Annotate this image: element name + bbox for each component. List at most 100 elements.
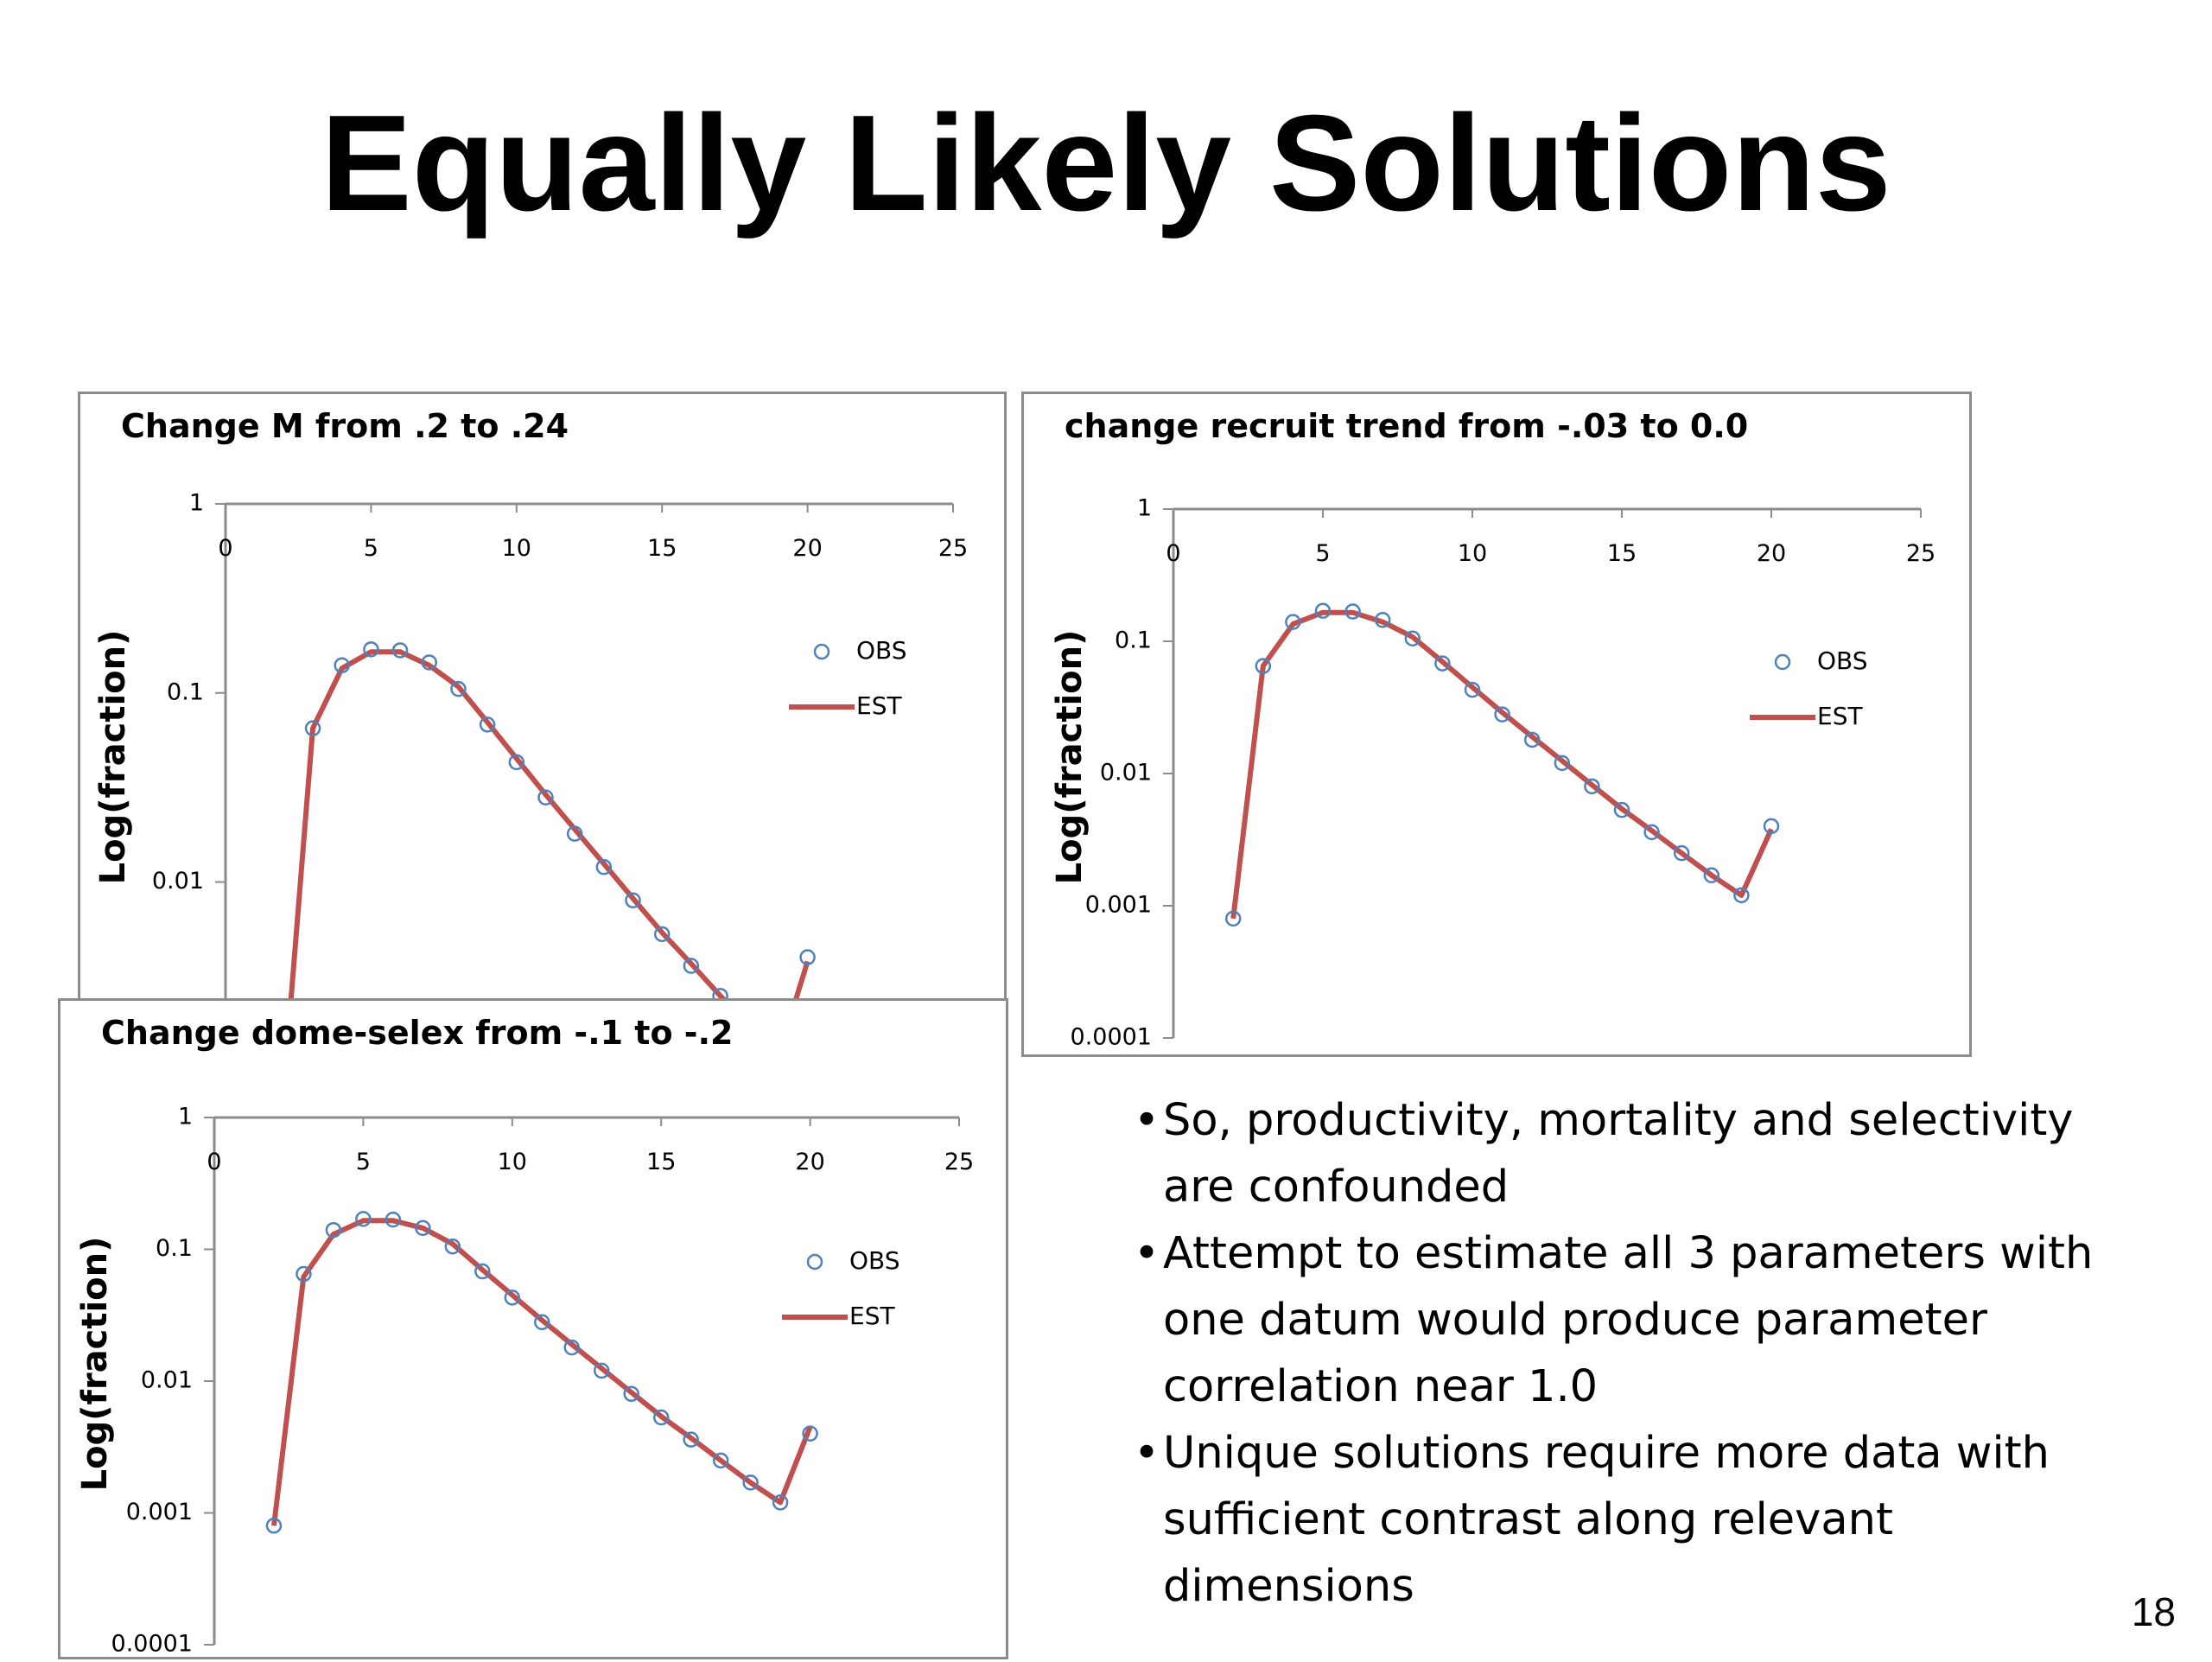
x-tick-label: 20 (795, 1149, 824, 1175)
obs-point (1285, 614, 1301, 630)
chart-svg: Change dome-selex from -.1 to -.2 Log(fra… (75, 1014, 974, 1658)
legend-est-label: EST (849, 1302, 895, 1330)
obs-point (474, 1263, 491, 1280)
chart-title: change recruit trend from -.03 to 0.0 (1065, 407, 1748, 445)
x-tick-label: 15 (647, 535, 677, 562)
y-tick-label: 0.001 (1085, 892, 1152, 919)
obs-point (566, 825, 583, 842)
obs-point (1314, 602, 1332, 619)
obs-point (1374, 612, 1391, 628)
obs-point (537, 789, 554, 806)
obs-point (355, 1211, 372, 1227)
y-axis-label: Log(fraction) (93, 630, 133, 885)
obs-point (652, 1409, 670, 1426)
x-tick-label: 10 (502, 535, 531, 562)
obs-point (1494, 706, 1510, 723)
y-tick-label: 0.0001 (1071, 1024, 1152, 1051)
obs-point (1344, 603, 1361, 620)
chart-svg: change recruit trend from -.03 to 0.0 Log… (1050, 407, 1936, 1051)
x-tick-label: 10 (1458, 540, 1487, 567)
obs-point (802, 1425, 818, 1442)
y-tick-label: 1 (178, 1104, 193, 1130)
y-axis-label: Log(fraction) (75, 1237, 115, 1492)
obs-point (534, 1314, 550, 1331)
x-tick-label: 25 (944, 1149, 974, 1175)
legend-obs-marker (806, 1253, 823, 1270)
y-tick-label: 0.01 (1100, 760, 1152, 786)
x-tick-label: 5 (356, 1149, 371, 1175)
bullet-item: Attempt to estimate all 3 parameters wit… (1134, 1220, 2127, 1420)
page-number: 18 (2131, 1589, 2176, 1634)
legend-obs-marker (1774, 653, 1791, 671)
obs-point (504, 1289, 521, 1306)
y-axis-label: Log(fraction) (1050, 630, 1090, 885)
y-tick-label: 1 (1137, 495, 1152, 522)
legend-est-label: EST (1817, 702, 1863, 730)
obs-point (1464, 681, 1481, 698)
legend-obs-label: OBS (856, 636, 907, 665)
x-tick-label: 25 (1906, 540, 1936, 567)
obs-point (1703, 867, 1720, 883)
obs-point (1404, 630, 1421, 647)
obs-point (1733, 887, 1750, 904)
obs-point (391, 642, 409, 659)
bullet-item: So, productivity, mortality and selectiv… (1134, 1087, 2127, 1220)
bullet-list: So, productivity, mortality and selectiv… (1134, 1087, 2127, 1620)
y-tick-label: 0.01 (141, 1367, 193, 1394)
obs-point (1255, 658, 1272, 674)
obs-point (334, 657, 350, 674)
obs-point (444, 1239, 461, 1255)
y-tick-label: 0.1 (1115, 627, 1152, 654)
x-tick-label: 15 (646, 1149, 676, 1175)
slide-title: Equally Likely Solutions (321, 87, 1891, 239)
x-tick-label: 0 (1166, 540, 1180, 567)
legend-obs-label: OBS (849, 1246, 900, 1275)
x-tick-label: 25 (938, 535, 968, 562)
est-series-line (286, 649, 810, 1025)
x-tick-label: 10 (498, 1149, 527, 1175)
obs-point (1224, 910, 1242, 927)
obs-point (415, 1219, 431, 1237)
obs-point (1584, 778, 1600, 795)
x-tick-label: 20 (1757, 540, 1786, 567)
obs-point (1523, 731, 1541, 748)
legend-est-label: EST (856, 691, 902, 720)
obs-point (593, 1362, 610, 1379)
obs-point (595, 858, 613, 876)
obs-point (508, 754, 525, 771)
obs-point (450, 680, 467, 697)
x-tick-label: 5 (1315, 540, 1330, 567)
chart-change-m: Change M from .2 to .24 Log(fraction) 0 5 10… (78, 392, 1007, 1025)
chart-title: Change dome-selex from -.1 to -.2 (101, 1014, 733, 1052)
y-tick-label: 0.0001 (111, 1631, 193, 1658)
x-tick-label: 0 (207, 1149, 221, 1175)
obs-point (1763, 818, 1780, 835)
obs-point (304, 720, 321, 736)
obs-point (1554, 755, 1571, 772)
x-tick-label: 5 (364, 535, 378, 562)
obs-point (1434, 655, 1451, 672)
obs-point (1643, 824, 1660, 841)
obs-point (683, 958, 700, 974)
obs-point (625, 892, 641, 908)
x-tick-label: 15 (1607, 540, 1637, 567)
obs-point (479, 716, 496, 733)
bullet-item: Unique solutions require more data with … (1134, 1420, 2127, 1620)
obs-point (623, 1385, 639, 1403)
obs-point (325, 1221, 342, 1239)
y-tick-label: 0.001 (126, 1499, 193, 1525)
y-tick-label: 0.1 (156, 1235, 193, 1262)
obs-point (712, 1452, 729, 1469)
obs-point (265, 1518, 283, 1534)
obs-point (1673, 844, 1690, 862)
obs-point (363, 641, 379, 658)
y-tick-label: 0.1 (167, 678, 204, 705)
y-tick-label: 0.01 (152, 868, 204, 895)
obs-point (799, 949, 816, 965)
obs-point (772, 1494, 789, 1511)
obs-point (421, 654, 438, 671)
x-tick-label: 20 (792, 535, 822, 562)
x-tick-label: 0 (218, 535, 232, 562)
obs-point (385, 1211, 402, 1228)
